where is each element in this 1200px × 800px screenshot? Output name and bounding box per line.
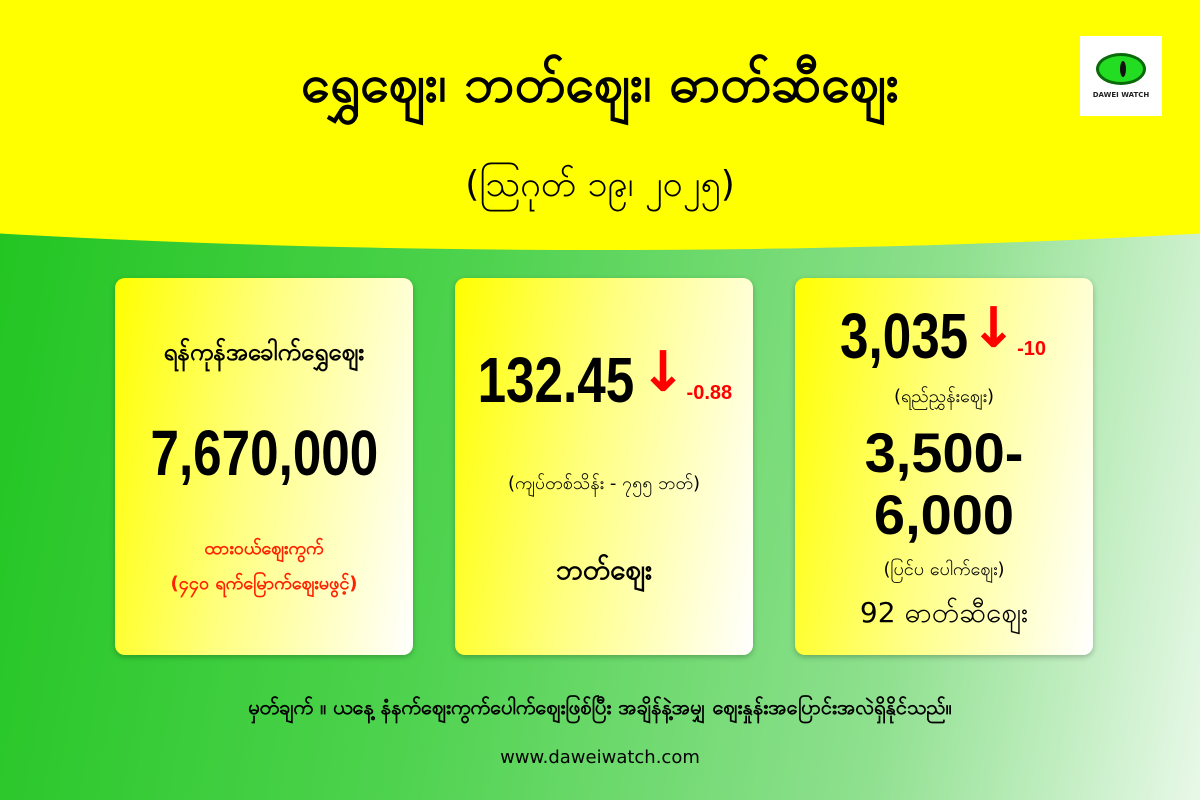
fuel-price-card: 3,035 ↓ -10 (ရည်ညွှန်းဈေး) 3,500-6,000 (ပြ… xyxy=(795,278,1093,655)
gold-label: ရန်ကုန်အခေါက်ရွှေဈေး xyxy=(163,338,365,367)
header-text: ရွှေဈေး၊ ဘတ်ဈေး၊ ဓာတ်ဆီဈေး (ဩဂုတ် ၁၉၊ ၂၀… xyxy=(0,30,1200,230)
footer: မှတ်ချက် ။ ယနေ့ နံနက်ဈေးကွက်ပေါက်ဈေးဖြစ်… xyxy=(0,668,1200,796)
logo-text: DAWEI WATCH xyxy=(1092,90,1150,99)
dawei-watch-logo: DAWEI WATCH xyxy=(1080,36,1162,116)
fuel-label: 92 ဓာတ်ဆီဈေး xyxy=(859,596,1029,630)
footer-note: မှတ်ချက် ။ ယနေ့ နံနက်ဈေးကွက်ပေါက်ဈေးဖြစ်… xyxy=(248,695,952,720)
baht-price: 132.45 xyxy=(477,343,635,416)
fuel-reference-label: (ရည်ညွှန်းဈေး) xyxy=(893,386,995,408)
fuel-outside-label: (ပြင်ပ ပေါက်ဈေး) xyxy=(883,559,1005,581)
gold-price-card: ရန်ကုန်အခေါက်ရွှေဈေး 7,670,000 ထားဝယ်ဈေး… xyxy=(115,278,413,655)
fuel-outside-price: 3,500-6,000 xyxy=(864,420,1024,546)
fuel-change: -10 xyxy=(1017,338,1046,361)
page-title: ရွှေဈေး၊ ဘတ်ဈေး၊ ဓာတ်ဆီဈေး xyxy=(300,54,900,115)
website-link[interactable]: www.daweiwatch.com xyxy=(500,747,700,769)
date-label: (ဩဂုတ် ၁၉၊ ၂၀၂၅) xyxy=(465,163,735,205)
down-arrow-icon: ↓ xyxy=(970,296,1018,362)
fuel-reference-price: 3,035 xyxy=(840,300,969,373)
header-banner xyxy=(0,0,1200,250)
gold-market: ထားဝယ်ဈေးကွက် xyxy=(204,538,324,560)
baht-label: ဘတ်ဈေး xyxy=(555,552,653,586)
gold-note: (၄၄၀ ရက်မြောက်ဈေးမဖွင့်) xyxy=(170,573,358,595)
baht-price-card: 132.45 ↓ -0.88 (ကျပ်တစ်သိန်း - ၇၅၅ ဘတ်) ဘတ… xyxy=(455,278,753,655)
eye-icon xyxy=(1096,52,1146,85)
baht-note: (ကျပ်တစ်သိန်း - ၇၅၅ ဘတ်) xyxy=(507,472,701,494)
baht-change: -0.88 xyxy=(686,381,733,404)
down-arrow-icon: ↓ xyxy=(639,339,687,405)
gold-price: 7,670,000 xyxy=(150,416,378,489)
